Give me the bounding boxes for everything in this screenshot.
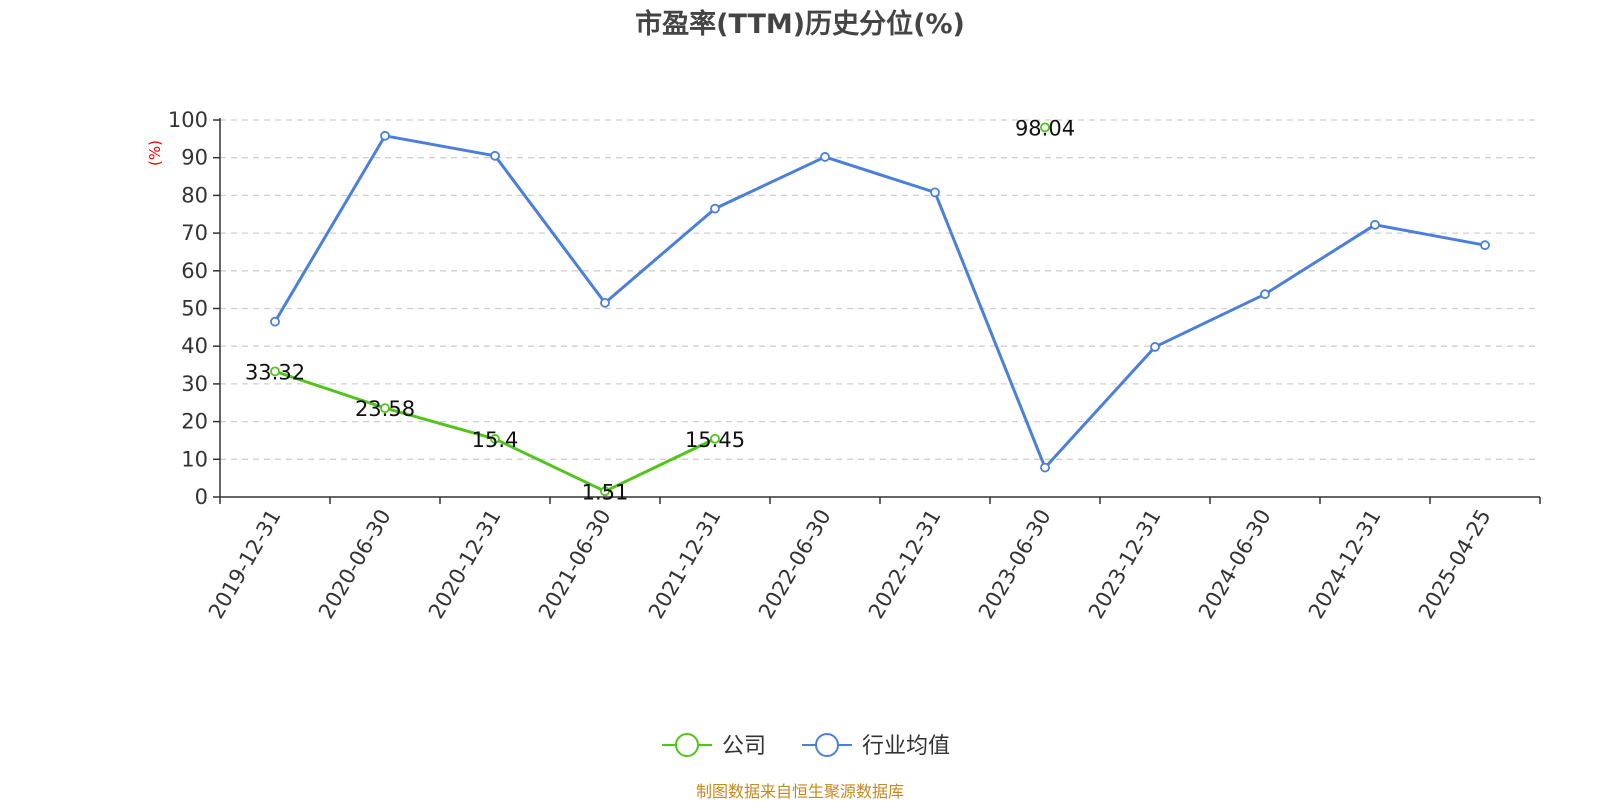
x-tick-label: 2020-12-31 [424,505,506,623]
x-tick-label: 2024-06-30 [1194,505,1276,623]
y-tick-label: 0 [195,485,208,509]
y-tick-label: 50 [181,297,208,321]
series-line [273,134,1486,470]
data-point [270,316,280,327]
y-tick-label: 90 [181,146,208,170]
y-tick-label: 40 [181,334,208,358]
legend-marker [815,733,839,757]
x-tick-label: 2021-12-31 [644,505,726,623]
data-point [600,486,610,497]
y-axis-unit-label: (%) [146,140,164,166]
chart-title: 市盈率(TTM)历史分位(%) [635,9,965,40]
gridlines [220,119,1540,460]
legend-marker [675,733,699,757]
data-point [930,187,940,198]
x-tick-label: 2022-12-31 [864,505,946,623]
data-label: 33.32 [245,360,305,384]
data-point [1150,342,1160,352]
data-label: 1.51 [582,480,629,504]
legend-label: 行业均值 [862,734,950,759]
x-tick-label: 2023-06-30 [974,505,1056,623]
data-label: 23.58 [355,397,415,421]
data-point [820,152,830,162]
data-point [1480,240,1490,251]
data-point [1260,289,1270,300]
x-tick-labels: 2019-12-31 2020-06-30 2020-12-31 2021-06-30… [204,505,1496,623]
data-label: 98.04 [1015,116,1075,140]
data-point [710,433,720,444]
data-point [600,297,610,308]
data-point [270,366,280,377]
series-lines [270,122,1490,497]
y-tick-label: 80 [181,183,208,207]
data-label: 15.45 [685,428,745,452]
y-tick-label: 60 [181,259,208,283]
y-tick-label: 70 [181,221,208,245]
y-tick-labels: 0 10 20 30 40 50 60 70 80 90 100 [168,108,208,509]
x-tick-label: 2019-12-31 [204,505,286,623]
legend[interactable]: 公司 行业均值 [662,733,950,759]
x-tick-label: 2024-12-31 [1304,505,1386,623]
data-point [710,203,720,214]
data-point [1040,462,1050,473]
x-tick-label: 2020-06-30 [314,505,396,623]
axes [213,118,1541,504]
x-tick-label: 2023-12-31 [1084,505,1166,623]
data-point [1040,122,1050,133]
data-point [380,130,390,141]
x-tick-label: 2022-06-30 [754,505,836,623]
x-tick-label: 2025-04-25 [1414,505,1496,623]
legend-label: 公司 [722,734,766,759]
x-tick-label: 2021-06-30 [534,505,616,623]
data-point [490,434,500,444]
y-tick-label: 30 [181,372,208,396]
data-point [380,403,390,414]
data-point [1370,219,1380,230]
data-label: 15.4 [472,428,519,452]
y-tick-label: 100 [168,108,208,132]
data-labels: 33.32 23.58 15.4 1.51 15.45 98.04 [245,116,1075,504]
source-footer: 制图数据来自恒生聚源数据库 [695,782,904,801]
data-point [490,150,500,161]
y-tick-label: 10 [181,447,208,471]
y-tick-label: 20 [181,410,208,434]
